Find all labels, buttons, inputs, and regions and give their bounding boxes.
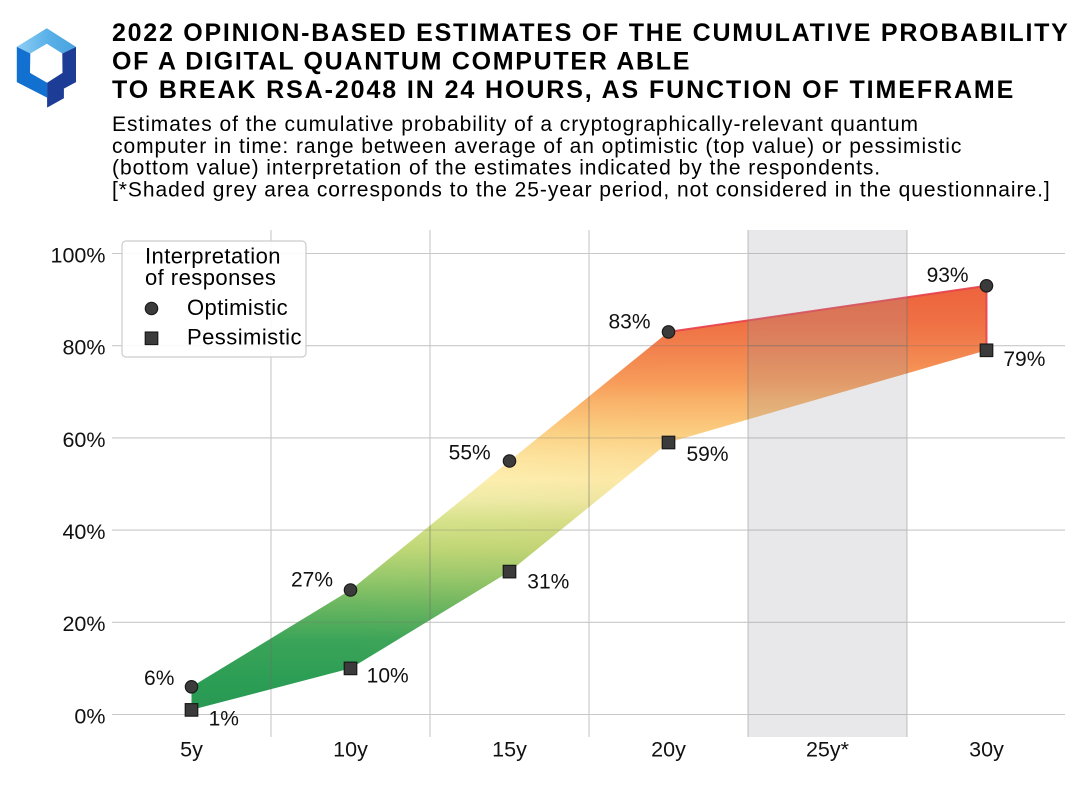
svg-text:Optimistic: Optimistic <box>187 295 288 320</box>
svg-text:[*Shaded grey area corresponds: [*Shaded grey area corresponds to the 25… <box>112 178 1051 201</box>
svg-text:Pessimistic: Pessimistic <box>187 325 302 350</box>
svg-text:10%: 10% <box>367 664 409 687</box>
svg-text:30y: 30y <box>969 738 1004 762</box>
svg-text:Interpretation: Interpretation <box>145 243 281 268</box>
svg-text:80%: 80% <box>62 336 105 360</box>
svg-text:Estimates of the cumulative pr: Estimates of the cumulative probability … <box>112 113 919 136</box>
svg-text:1%: 1% <box>209 707 239 730</box>
svg-text:31%: 31% <box>527 570 569 593</box>
svg-text:(bottom value) interpretation: (bottom value) interpretation of the est… <box>112 157 881 180</box>
svg-text:20y: 20y <box>651 738 686 762</box>
svg-text:100%: 100% <box>51 243 106 267</box>
svg-text:27%: 27% <box>291 569 333 592</box>
svg-text:TO BREAK RSA-2048 IN 24 HOURS,: TO BREAK RSA-2048 IN 24 HOURS, AS FUNCTI… <box>112 76 1015 104</box>
svg-text:0%: 0% <box>74 704 105 728</box>
svg-text:10y: 10y <box>333 738 368 762</box>
svg-text:2022 OPINION-BASED ESTIMATES O: 2022 OPINION-BASED ESTIMATES OF THE CUMU… <box>112 19 1070 47</box>
svg-text:computer in time: range betwee: computer in time: range between average … <box>112 135 962 158</box>
svg-text:93%: 93% <box>927 264 969 287</box>
svg-text:59%: 59% <box>686 443 728 466</box>
svg-text:15y: 15y <box>492 738 527 762</box>
svg-text:55%: 55% <box>449 441 491 464</box>
svg-text:5y: 5y <box>180 738 203 762</box>
svg-text:40%: 40% <box>62 520 105 544</box>
svg-text:83%: 83% <box>608 311 650 334</box>
svg-text:20%: 20% <box>62 612 105 636</box>
svg-text:OF A DIGITAL QUANTUM COMPUTER: OF A DIGITAL QUANTUM COMPUTER ABLE <box>112 48 691 76</box>
svg-text:of responses: of responses <box>145 265 276 290</box>
svg-text:6%: 6% <box>144 667 174 690</box>
svg-text:79%: 79% <box>1003 348 1045 371</box>
svg-text:25y*: 25y* <box>806 738 850 762</box>
svg-text:60%: 60% <box>62 428 105 452</box>
